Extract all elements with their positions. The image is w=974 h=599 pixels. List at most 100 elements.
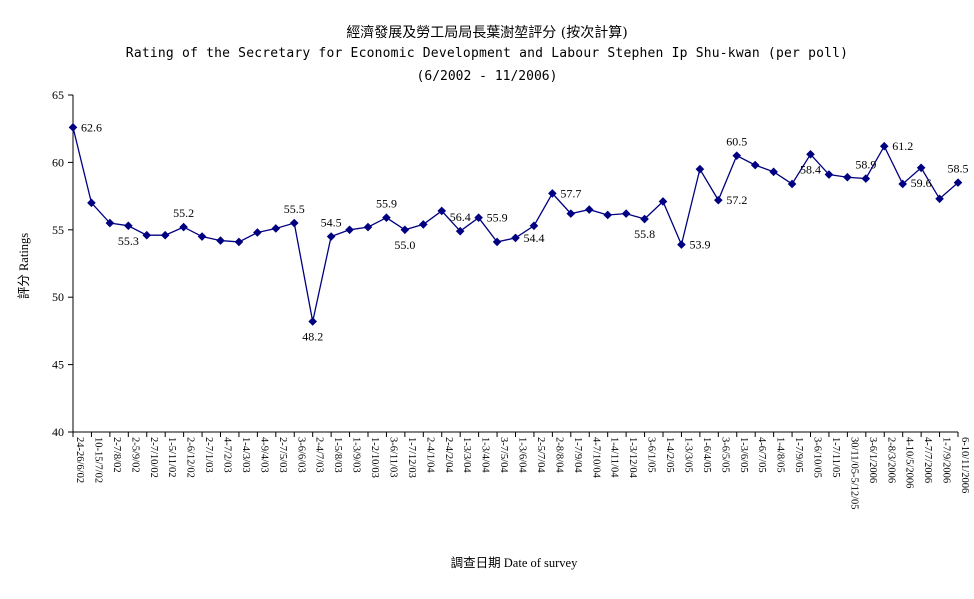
data-point [843,172,852,182]
x-tick-label: 2-5/9/02 [129,437,140,473]
data-label: 55.9 [376,197,397,211]
data-label: 58.9 [855,158,876,172]
data-points [68,123,963,326]
x-tick-label: 1-7/9/04 [572,437,583,473]
data-point [548,189,557,198]
data-point [216,236,225,245]
y-ticks: 40 45 50 55 60 65 [52,88,73,439]
x-axis-label: 調查日期 Date of survey [451,556,578,570]
data-point [474,213,483,222]
data-point [898,179,907,189]
data-point [732,151,742,160]
data-point [787,179,797,189]
x-tick-label: 6-10/11/2006 [959,437,970,493]
data-point [511,233,520,243]
y-tick-label: 55 [52,223,64,237]
x-tick-label: 1-7/9/05 [793,437,804,473]
data-labels: 62.6 55.3 55.2 55.5 48.2 54.5 55.9 55.0 56.4 55.9… [81,120,969,343]
y-tick-label: 60 [52,155,64,169]
data-point [400,225,410,235]
x-tick-label: 1-3/12/04 [627,437,638,479]
x-tick-label: 30/11/05-5/12/05 [848,437,859,510]
x-tick-label: 1-4/3/03 [240,437,251,473]
data-label: 55.3 [118,234,139,248]
x-tick-label: 24-26/6/02 [74,437,85,483]
x-tick-label: 1-5/11/02 [166,437,177,477]
data-point [529,221,539,231]
x-tick-label: 1-5/8/03 [332,437,343,473]
x-tick-label: 1-4/11/04 [609,437,620,478]
data-label: 59.6 [911,176,932,190]
x-ticks: 24-26/6/02 10-15/7/02 2-7/8/02 2-5/9/02 2-7/… [72,432,970,510]
data-point [308,317,317,326]
data-point [879,141,889,151]
x-tick-label: 2-5/7/04 [535,437,546,473]
data-point [197,232,207,241]
x-tick-label: 2-4/7/03 [314,437,325,473]
data-point [916,163,926,173]
data-point [105,218,115,228]
data-point [437,206,447,216]
data-point [179,222,188,232]
x-tick-label: 3-6/5/05 [719,437,730,473]
y-tick-label: 65 [52,88,64,102]
data-label: 58.5 [948,162,969,176]
x-tick-label: 4-6/7/05 [756,437,767,473]
x-tick-label: 1-6/4/05 [701,437,712,473]
x-tick-label: 1-3/9/03 [351,437,362,473]
data-point [935,194,944,204]
data-point [234,237,244,247]
data-point [640,214,649,224]
y-tick-label: 50 [52,290,64,304]
x-tick-label: 2-4/2/04 [443,437,454,473]
data-point [345,225,354,235]
x-tick-label: 2-8/3/2006 [885,437,896,483]
data-point [566,209,576,218]
x-tick-label: 1-3/4/04 [480,437,491,473]
data-point [363,222,373,232]
x-tick-label: 2-4/1/04 [424,437,435,473]
data-point [271,224,281,233]
data-point [824,170,834,179]
axes [72,95,958,433]
data-point [87,198,96,208]
x-tick-label: 1-2/10/03 [369,437,380,478]
y-tick-label: 40 [52,425,64,439]
data-label: 54.4 [524,231,545,245]
x-tick-label: 1-3/6/04 [517,437,528,473]
chart-title: 經濟發展及勞工局局長葉澍堃評分 (按次計算) [346,25,628,41]
data-point [326,232,336,241]
data-label: 55.0 [394,238,415,252]
data-point [621,209,631,218]
data-point [253,228,262,237]
chart-subtitle: Rating of the Secretary for Economic Dev… [125,46,849,61]
data-label: 56.4 [450,210,471,224]
x-tick-label: 3-6/1/2006 [867,437,878,483]
x-tick-label: 1-3/3/05 [682,437,693,473]
data-point [953,178,963,187]
x-tick-label: 2-7/8/02 [111,437,122,473]
x-tick-label: 1-7/12/03 [406,437,417,478]
data-point [289,218,299,228]
x-tick-label: 4-7/7/2006 [922,437,933,483]
data-label: 57.2 [726,193,747,207]
data-label: 61.2 [892,139,913,153]
data-label: 55.5 [284,202,305,216]
data-point [658,197,668,206]
x-tick-label: 2-7/10/02 [148,437,159,478]
x-tick-label: 4-9/4/03 [258,437,269,473]
data-label: 55.8 [634,227,655,241]
data-label: 62.6 [81,120,102,134]
x-tick-label: 2-8/8/04 [553,437,564,473]
y-tick-label: 45 [52,358,64,372]
x-tick-label: 1-3/6/05 [738,437,749,473]
series-line [72,127,959,322]
data-point [769,167,778,177]
data-label: 54.5 [321,216,342,230]
x-tick-label: 4-10/5/2006 [904,437,915,488]
data-point [142,230,152,240]
y-axis-label: 評分 Ratings [16,233,31,299]
x-tick-label: 1-7/9/2006 [941,437,952,483]
